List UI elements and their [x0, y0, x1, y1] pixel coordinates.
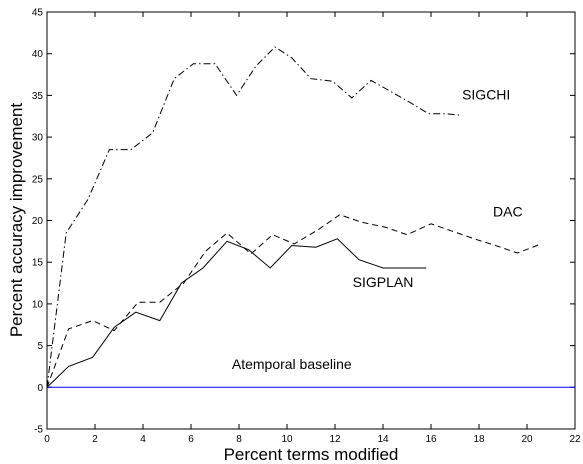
y-tick-label: 0: [37, 383, 43, 394]
y-tick-label: 10: [32, 299, 44, 310]
annotation-sigplan: SIGPLAN: [353, 274, 414, 290]
x-tick-label: 18: [473, 434, 485, 445]
y-tick-label: 40: [32, 49, 44, 60]
x-tick-label: 4: [140, 434, 146, 445]
y-axis-title: Percent accuracy improvement: [7, 103, 26, 338]
x-tick-label: 6: [188, 434, 194, 445]
y-tick-label: 30: [32, 133, 44, 144]
series-line-sigplan: [46, 238, 427, 388]
x-tick-label: 22: [569, 434, 581, 445]
annotations-layer: SIGCHI DAC SIGPLAN Atemporal baseline: [232, 87, 523, 372]
x-tick-label: 0: [44, 434, 50, 445]
x-axis-title: Percent terms modified: [224, 445, 399, 464]
series-line-sigchi: [46, 46, 463, 388]
series-line-dac: [46, 214, 542, 388]
y-tick-label: 5: [37, 341, 43, 352]
x-tick-label: 20: [521, 434, 533, 445]
y-tick-label: 25: [32, 174, 44, 185]
annotation-dac: DAC: [493, 203, 523, 219]
annotation-sigchi: SIGCHI: [462, 87, 510, 103]
series-layer: [46, 46, 575, 388]
y-tick-label: 35: [32, 91, 44, 102]
x-tick-label: 8: [236, 434, 242, 445]
annotation-atemporal-baseline: Atemporal baseline: [232, 356, 352, 372]
x-tick-label: 16: [425, 434, 437, 445]
x-tick-label: 12: [329, 434, 341, 445]
x-tick-label: 14: [377, 434, 389, 445]
y-tick-label: -5: [34, 425, 43, 436]
x-tick-label: 2: [92, 434, 98, 445]
y-tick-label: 20: [32, 216, 44, 227]
y-tick-label: 15: [32, 258, 44, 269]
x-tick-label: 10: [281, 434, 293, 445]
y-tick-label: 45: [32, 8, 44, 19]
